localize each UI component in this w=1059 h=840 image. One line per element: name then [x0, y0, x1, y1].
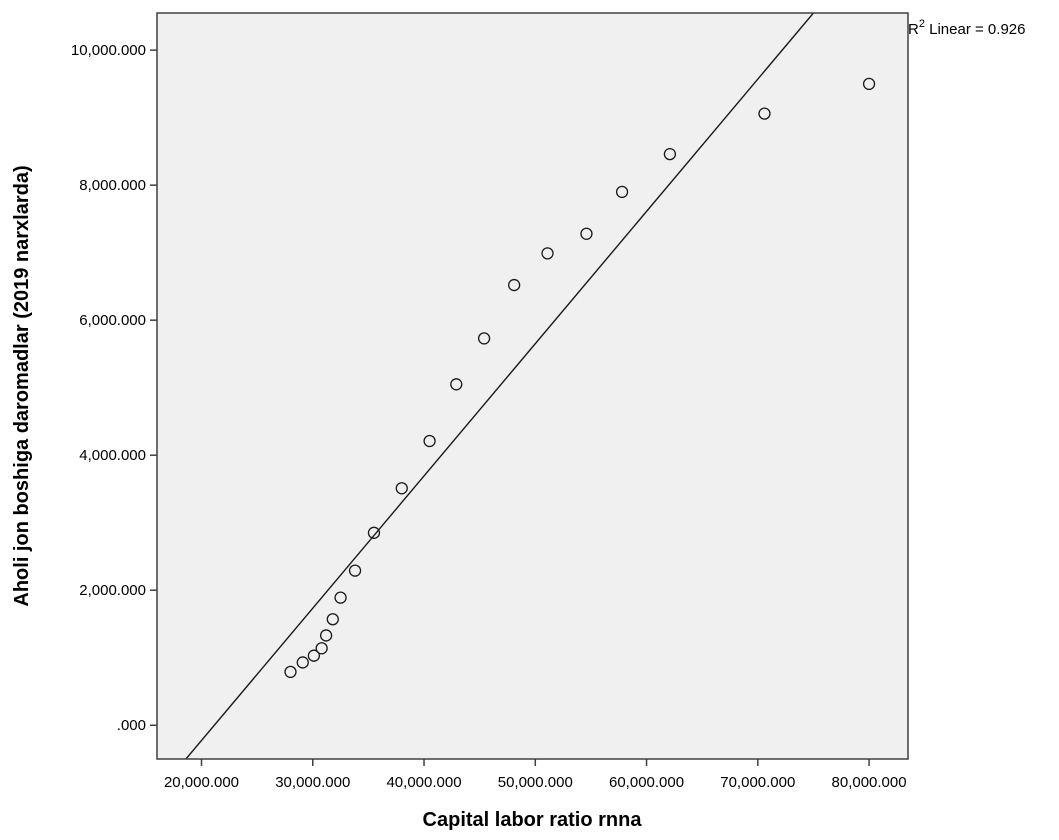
y-tick-label: 4,000.000	[79, 447, 146, 464]
data-point	[507, 278, 521, 292]
r2-suffix: Linear = 0.926	[925, 21, 1026, 38]
data-point	[580, 227, 593, 240]
data-point	[615, 185, 629, 199]
data-point	[296, 656, 309, 669]
data-point	[541, 247, 554, 260]
data-point	[423, 434, 436, 448]
data-point	[319, 629, 333, 642]
x-tick-label: 30,000.000	[275, 774, 350, 791]
y-axis-ticks: .000 2,000.000 4,000.000 6,000.000 8,000.000…	[71, 42, 157, 734]
data-point	[758, 107, 771, 120]
r2-prefix: R	[908, 21, 919, 38]
fit-line-layer	[185, 13, 814, 759]
data-point	[315, 642, 328, 655]
data-point	[326, 613, 339, 626]
data-point	[663, 147, 677, 161]
data-point	[862, 77, 876, 91]
y-tick-label: 8,000.000	[79, 177, 146, 194]
data-point	[307, 649, 321, 662]
plot-area	[157, 13, 908, 759]
x-tick-label: 20,000.000	[164, 774, 239, 791]
x-tick-label: 70,000.000	[720, 774, 795, 791]
plot-frame	[156, 12, 909, 760]
x-tick-label: 60,000.000	[609, 774, 684, 791]
data-point	[367, 526, 381, 539]
linear-fit-line	[185, 13, 814, 759]
y-tick-label: 6,000.000	[79, 312, 146, 329]
data-point	[395, 482, 408, 495]
r2-superscript: 2	[919, 18, 925, 30]
x-tick-label: 50,000.000	[498, 774, 573, 791]
r2-annotation: R2 Linear = 0.926	[908, 18, 1025, 38]
y-tick-label: .000	[117, 717, 146, 734]
y-tick-label: 2,000.000	[79, 582, 146, 599]
y-axis-title: Aholi jon boshiga daromadlar (2019 narxl…	[11, 165, 33, 606]
data-point	[450, 378, 463, 391]
data-point	[334, 591, 347, 604]
x-tick-label: 40,000.000	[386, 774, 461, 791]
x-axis-ticks: 20,000.000 30,000.000 40,000.000 50,000.000…	[164, 759, 907, 791]
x-tick-label: 80,000.000	[832, 774, 907, 791]
data-point	[477, 332, 491, 345]
data-point	[348, 564, 362, 577]
points-layer	[284, 77, 876, 679]
data-point	[284, 665, 297, 679]
x-axis-title: Capital labor ratio rnna	[423, 809, 643, 831]
y-tick-label: 10,000.000	[71, 42, 146, 59]
